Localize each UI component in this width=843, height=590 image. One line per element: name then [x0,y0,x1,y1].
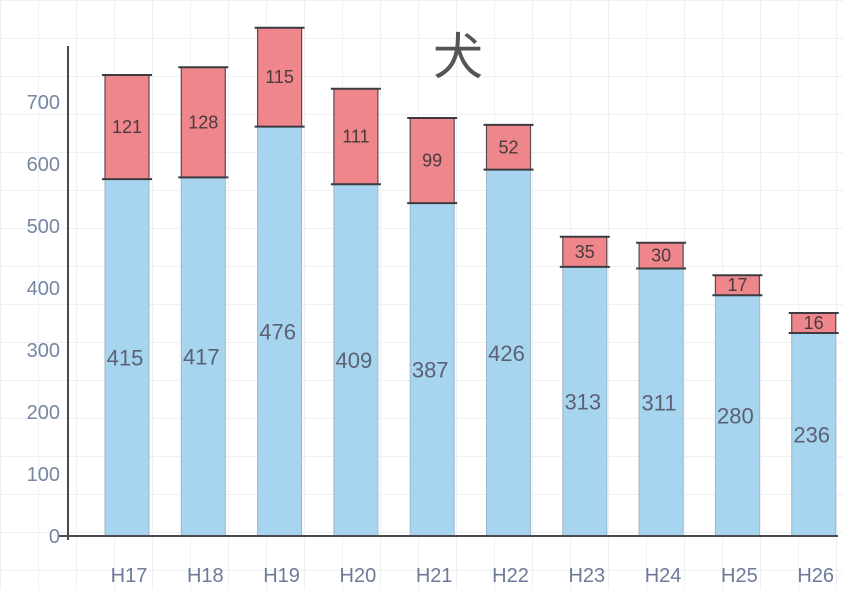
data-label-red: 115 [265,67,294,87]
data-label-red: 99 [422,151,442,171]
data-label-blue: 311 [642,390,677,415]
x-tick-labels: H17 H18 H19 H20 H21 H22 H23 H24 H25 H26 [111,565,834,587]
x-tick-label: H18 [187,565,224,587]
data-label-blue: 409 [336,348,373,373]
x-tick-label: H22 [492,565,529,587]
bar-segment-blue [714,294,760,537]
bars-group: 415 121 417 128 476 115 409 111 387 99 426 52 313 35 3… [102,26,839,537]
data-label-blue: 387 [412,358,449,383]
x-tick-label: H25 [721,565,758,587]
bar-segment-blue [104,178,150,537]
data-label-red: 17 [727,275,747,295]
data-label-red: 52 [498,137,518,157]
y-tick-label: 600 [27,154,60,176]
data-label-red: 30 [651,246,671,266]
bar-segment-red [485,124,532,171]
x-tick-label: H19 [263,565,300,587]
x-tick-label: H24 [645,565,682,587]
y-tick-label: 200 [27,402,60,424]
bar-segment-blue [638,268,684,537]
x-tick-label: H23 [568,565,605,587]
bar-segment-blue [180,176,226,537]
y-tick-label: 100 [27,464,60,486]
x-tick-label: H17 [111,565,148,587]
data-label-blue: 417 [183,345,220,370]
y-tick-label: 0 [49,526,60,548]
data-label-blue: 426 [488,341,525,366]
data-label-red: 35 [575,242,595,262]
y-tick-label: 500 [27,216,60,238]
data-label-blue: 476 [259,319,296,344]
y-tick-label: 300 [27,340,60,362]
y-tick-label: 400 [27,278,60,300]
bar-segment-blue [333,183,379,537]
bar-segment-red [257,27,303,128]
bar-segment-blue [257,126,303,537]
bar-segment-red [104,74,150,180]
data-label-red: 121 [112,117,142,137]
x-tick-label: H20 [340,565,377,587]
bar-segment-red [409,117,455,204]
x-tick-label: H26 [797,565,834,587]
y-tick-labels: 0 100 200 300 400 500 600 700 [27,92,60,548]
data-label-red: 111 [342,127,369,147]
data-label-red: 16 [804,313,824,333]
bar-segment-red [638,242,684,270]
bar-segment-red [333,88,379,185]
bar-segment-blue [791,332,837,537]
data-label-blue: 415 [107,346,144,371]
bar-segment-blue [486,169,531,537]
bar-segment-red [180,66,226,178]
data-label-blue: 236 [793,423,830,448]
x-tick-label: H21 [416,565,453,587]
y-tick-label: 700 [27,92,60,114]
data-label-blue: 280 [717,404,754,429]
chart-title: 犬 [433,28,483,86]
data-label-blue: 313 [564,389,601,414]
data-label-red: 128 [188,112,218,132]
